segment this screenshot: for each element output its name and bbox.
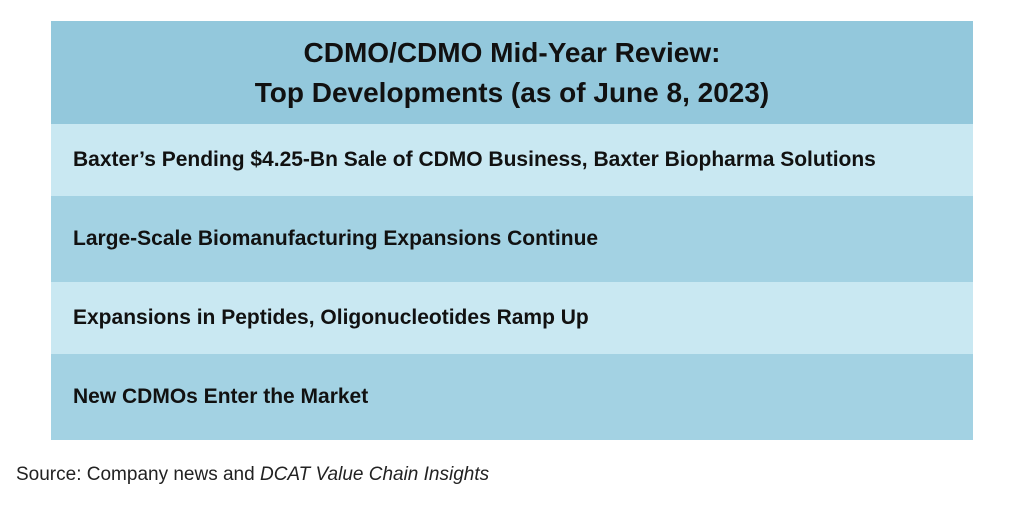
source-publication: DCAT Value Chain Insights xyxy=(259,464,490,485)
source-note: Source: Company news and DCAT Value Chai… xyxy=(16,464,489,486)
source-prefix: Source: Company news and xyxy=(16,464,260,485)
table-row: Large-Scale Biomanufacturing Expansions … xyxy=(51,196,973,282)
table-title-line-2: Top Developments (as of June 8, 2023) xyxy=(254,76,770,108)
row-text: Baxter’s Pending $4.25-Bn Sale of CDMO B… xyxy=(73,148,876,171)
row-text: Expansions in Peptides, Oligonucleotides… xyxy=(73,306,589,329)
row-text: New CDMOs Enter the Market xyxy=(73,385,369,408)
table-row: Baxter’s Pending $4.25-Bn Sale of CDMO B… xyxy=(51,124,973,196)
table-row: New CDMOs Enter the Market xyxy=(51,354,973,440)
table-title-line-1: CDMO/CDMO Mid-Year Review: xyxy=(303,36,721,68)
table-header: CDMO/CDMO Mid-Year Review: Top Developme… xyxy=(51,21,973,124)
row-text: Large-Scale Biomanufacturing Expansions … xyxy=(73,227,599,250)
table-row: Expansions in Peptides, Oligonucleotides… xyxy=(51,282,973,354)
developments-table: CDMO/CDMO Mid-Year Review: Top Developme… xyxy=(51,21,973,440)
